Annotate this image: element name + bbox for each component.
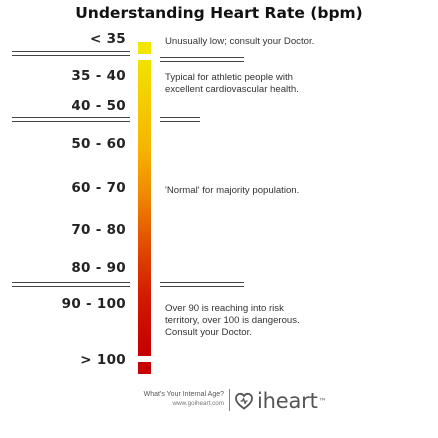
range-label-70-80: 70 - 80: [71, 222, 126, 238]
range-label-35-40: 35 - 40: [71, 68, 126, 84]
footer-tagline: What's Your Internal Age? www.goiheart.c…: [124, 390, 224, 408]
range-label-90-100: 90 - 100: [61, 296, 126, 312]
range-label-40-50: 40 - 50: [71, 98, 126, 114]
range-label-80-90: 80 - 90: [71, 260, 126, 276]
separator-right: [160, 117, 200, 122]
range-label-50-60: 50 - 60: [71, 136, 126, 152]
description-athletic-line: Typical for athletic people with: [165, 72, 293, 83]
range-label-60-70: 60 - 70: [71, 180, 126, 196]
separator-right: [160, 282, 244, 287]
footer-divider: [229, 389, 230, 411]
separator-left: [12, 117, 130, 122]
range-label-above-100: > 100: [80, 352, 126, 368]
description-athletic-line: excellent cardiovascular health.: [165, 84, 299, 95]
description-high: Over 90 is reaching into risk territory,…: [165, 303, 300, 339]
description-high-line: Consult your Doctor.: [165, 327, 252, 338]
description-low: Unusually low; consult your Doctor.: [165, 36, 315, 47]
footer-question: What's Your Internal Age?: [143, 391, 224, 398]
page-title: Understanding Heart Rate (bpm): [75, 4, 363, 22]
description-high-line: Over 90 is reaching into risk: [165, 303, 284, 314]
description-athletic: Typical for athletic people with excelle…: [165, 72, 299, 96]
iheart-logo: iheart ™: [234, 388, 327, 414]
iheart-logo-icon: [235, 392, 253, 410]
scale-bar-low-segment: [138, 42, 151, 54]
description-normal: 'Normal' for majority population.: [165, 185, 300, 196]
brand-name: iheart: [257, 389, 318, 413]
range-label-below-35: < 35: [90, 31, 126, 47]
separator-left: [12, 282, 130, 287]
scale-bar-high-segment: [138, 362, 151, 374]
separator-left: [12, 51, 130, 56]
trademark-symbol: ™: [318, 396, 327, 406]
heart-rate-color-scale: [138, 60, 151, 356]
description-high-line: territory, over 100 is dangerous.: [165, 315, 300, 326]
footer-url: www.goiheart.com: [172, 400, 224, 407]
separator-right: [160, 57, 244, 62]
